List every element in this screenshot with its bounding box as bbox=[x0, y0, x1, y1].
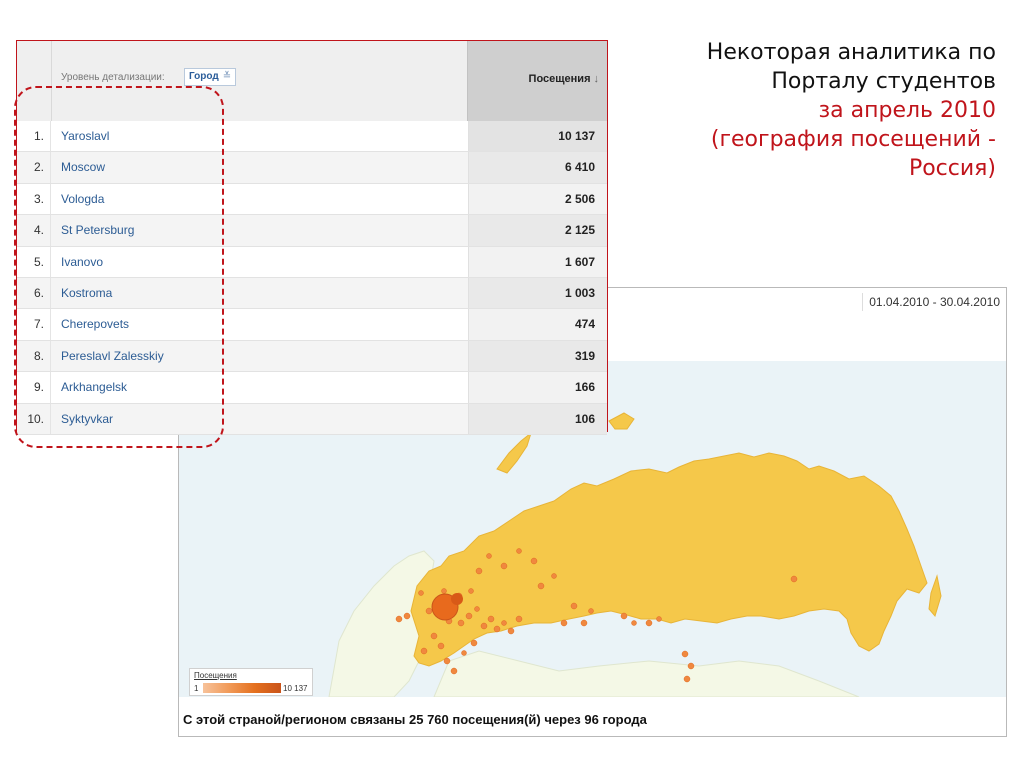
russia-map-svg bbox=[328, 412, 942, 697]
chevron-down-icon: ≚ bbox=[222, 71, 232, 82]
city-link[interactable]: Yaroslavl bbox=[61, 129, 110, 143]
row-index: 8. bbox=[17, 340, 51, 372]
table-body: 1. Yaroslavl 10 137 2. Moscow 6 410 3. Vologd… bbox=[17, 121, 607, 435]
row-index: 2. bbox=[17, 152, 51, 183]
metric-header-label: Посещения bbox=[528, 73, 591, 85]
row-index: 9. bbox=[17, 372, 51, 403]
row-index: 5. bbox=[17, 246, 51, 277]
europe-land-shape bbox=[328, 550, 435, 697]
sakhalin-shape bbox=[928, 574, 942, 618]
visits-value: 106 bbox=[468, 403, 607, 434]
dimension-label: Уровень детализации: bbox=[61, 72, 165, 83]
legend-min: 1 bbox=[194, 684, 199, 693]
russia-land-shape bbox=[410, 452, 928, 667]
legend-title[interactable]: Посещения bbox=[194, 671, 237, 680]
map-legend: Посещения 1 10 137 bbox=[189, 668, 313, 696]
visits-value: 474 bbox=[468, 309, 607, 340]
city-link[interactable]: Arkhangelsk bbox=[61, 380, 128, 395]
row-index: 6. bbox=[17, 277, 51, 309]
visits-value: 319 bbox=[468, 340, 607, 372]
city-link[interactable]: Cherepovets bbox=[61, 317, 130, 332]
city-link[interactable]: Pereslavl Zalesskiy bbox=[61, 348, 164, 363]
visits-value: 2 506 bbox=[468, 183, 607, 215]
table-row: 10. Syktyvkar 106 bbox=[17, 403, 607, 435]
title-line-5: Россия) bbox=[908, 156, 996, 181]
row-index: 3. bbox=[17, 183, 51, 215]
city-link[interactable]: Kostroma bbox=[61, 285, 113, 300]
slide-title: Некоторая аналитика по Порталу студентов… bbox=[576, 38, 996, 183]
city-link[interactable]: Moscow bbox=[61, 160, 106, 175]
table-row: 3. Vologda 2 506 bbox=[17, 183, 607, 216]
city-link[interactable]: Syktyvkar bbox=[61, 411, 114, 426]
metric-column-header[interactable]: Посещения ↓ bbox=[467, 41, 607, 121]
table-row: 9. Arkhangelsk 166 bbox=[17, 372, 607, 404]
table-row: 5. Ivanovo 1 607 bbox=[17, 246, 607, 278]
map-caption: С этой страной/регионом связаны 25 760 п… bbox=[183, 712, 647, 727]
visits-value: 166 bbox=[468, 372, 607, 403]
title-line-2: Порталу студентов bbox=[771, 69, 996, 94]
city-link[interactable]: Ivanovo bbox=[61, 254, 104, 269]
novaya-zemlya-shape bbox=[496, 431, 532, 474]
visits-value: 10 137 bbox=[468, 121, 607, 152]
dimension-value: Город bbox=[189, 71, 219, 82]
table-row: 1. Yaroslavl 10 137 bbox=[17, 121, 607, 153]
table-row: 2. Moscow 6 410 bbox=[17, 152, 607, 184]
visits-value: 1 003 bbox=[468, 277, 607, 309]
table-row: 7. Cherepovets 474 bbox=[17, 309, 607, 341]
row-index: 4. bbox=[17, 215, 51, 246]
row-index: 1. bbox=[17, 121, 51, 152]
city-link[interactable]: St Petersburg bbox=[61, 223, 135, 238]
index-column-header bbox=[17, 41, 52, 121]
sort-down-arrow-icon: ↓ bbox=[593, 73, 600, 85]
date-range[interactable]: 01.04.2010 - 30.04.2010 bbox=[862, 293, 1006, 311]
row-index: 7. bbox=[17, 309, 51, 340]
table-row: 8. Pereslavl Zalesskiy 319 bbox=[17, 340, 607, 373]
title-line-3: за апрель 2010 bbox=[818, 98, 996, 123]
arctic-island-shape bbox=[608, 412, 635, 430]
dimension-select[interactable]: Город ≚ bbox=[184, 68, 237, 86]
table-row: 4. St Petersburg 2 125 bbox=[17, 215, 607, 247]
asia-land-shape bbox=[433, 650, 860, 697]
title-line-4: (география посещений - bbox=[710, 127, 996, 152]
legend-max: 10 137 bbox=[283, 684, 308, 693]
city-link[interactable]: Vologda bbox=[61, 191, 105, 206]
visits-value: 2 125 bbox=[468, 215, 607, 246]
city-visits-table: Уровень детализации: Город ≚ Посещения ↓ 1… bbox=[16, 40, 608, 435]
table-row: 6. Kostroma 1 003 bbox=[17, 277, 607, 310]
geo-map[interactable] bbox=[179, 361, 1006, 697]
yaroslavl-region-dot bbox=[451, 593, 463, 605]
row-index: 10. bbox=[17, 403, 51, 434]
visits-value: 1 607 bbox=[468, 246, 607, 277]
legend-color-bar bbox=[203, 683, 281, 693]
title-line-1: Некоторая аналитика по bbox=[706, 40, 996, 65]
table-header: Уровень детализации: Город ≚ Посещения ↓ bbox=[17, 41, 607, 122]
visits-value: 6 410 bbox=[468, 152, 607, 183]
